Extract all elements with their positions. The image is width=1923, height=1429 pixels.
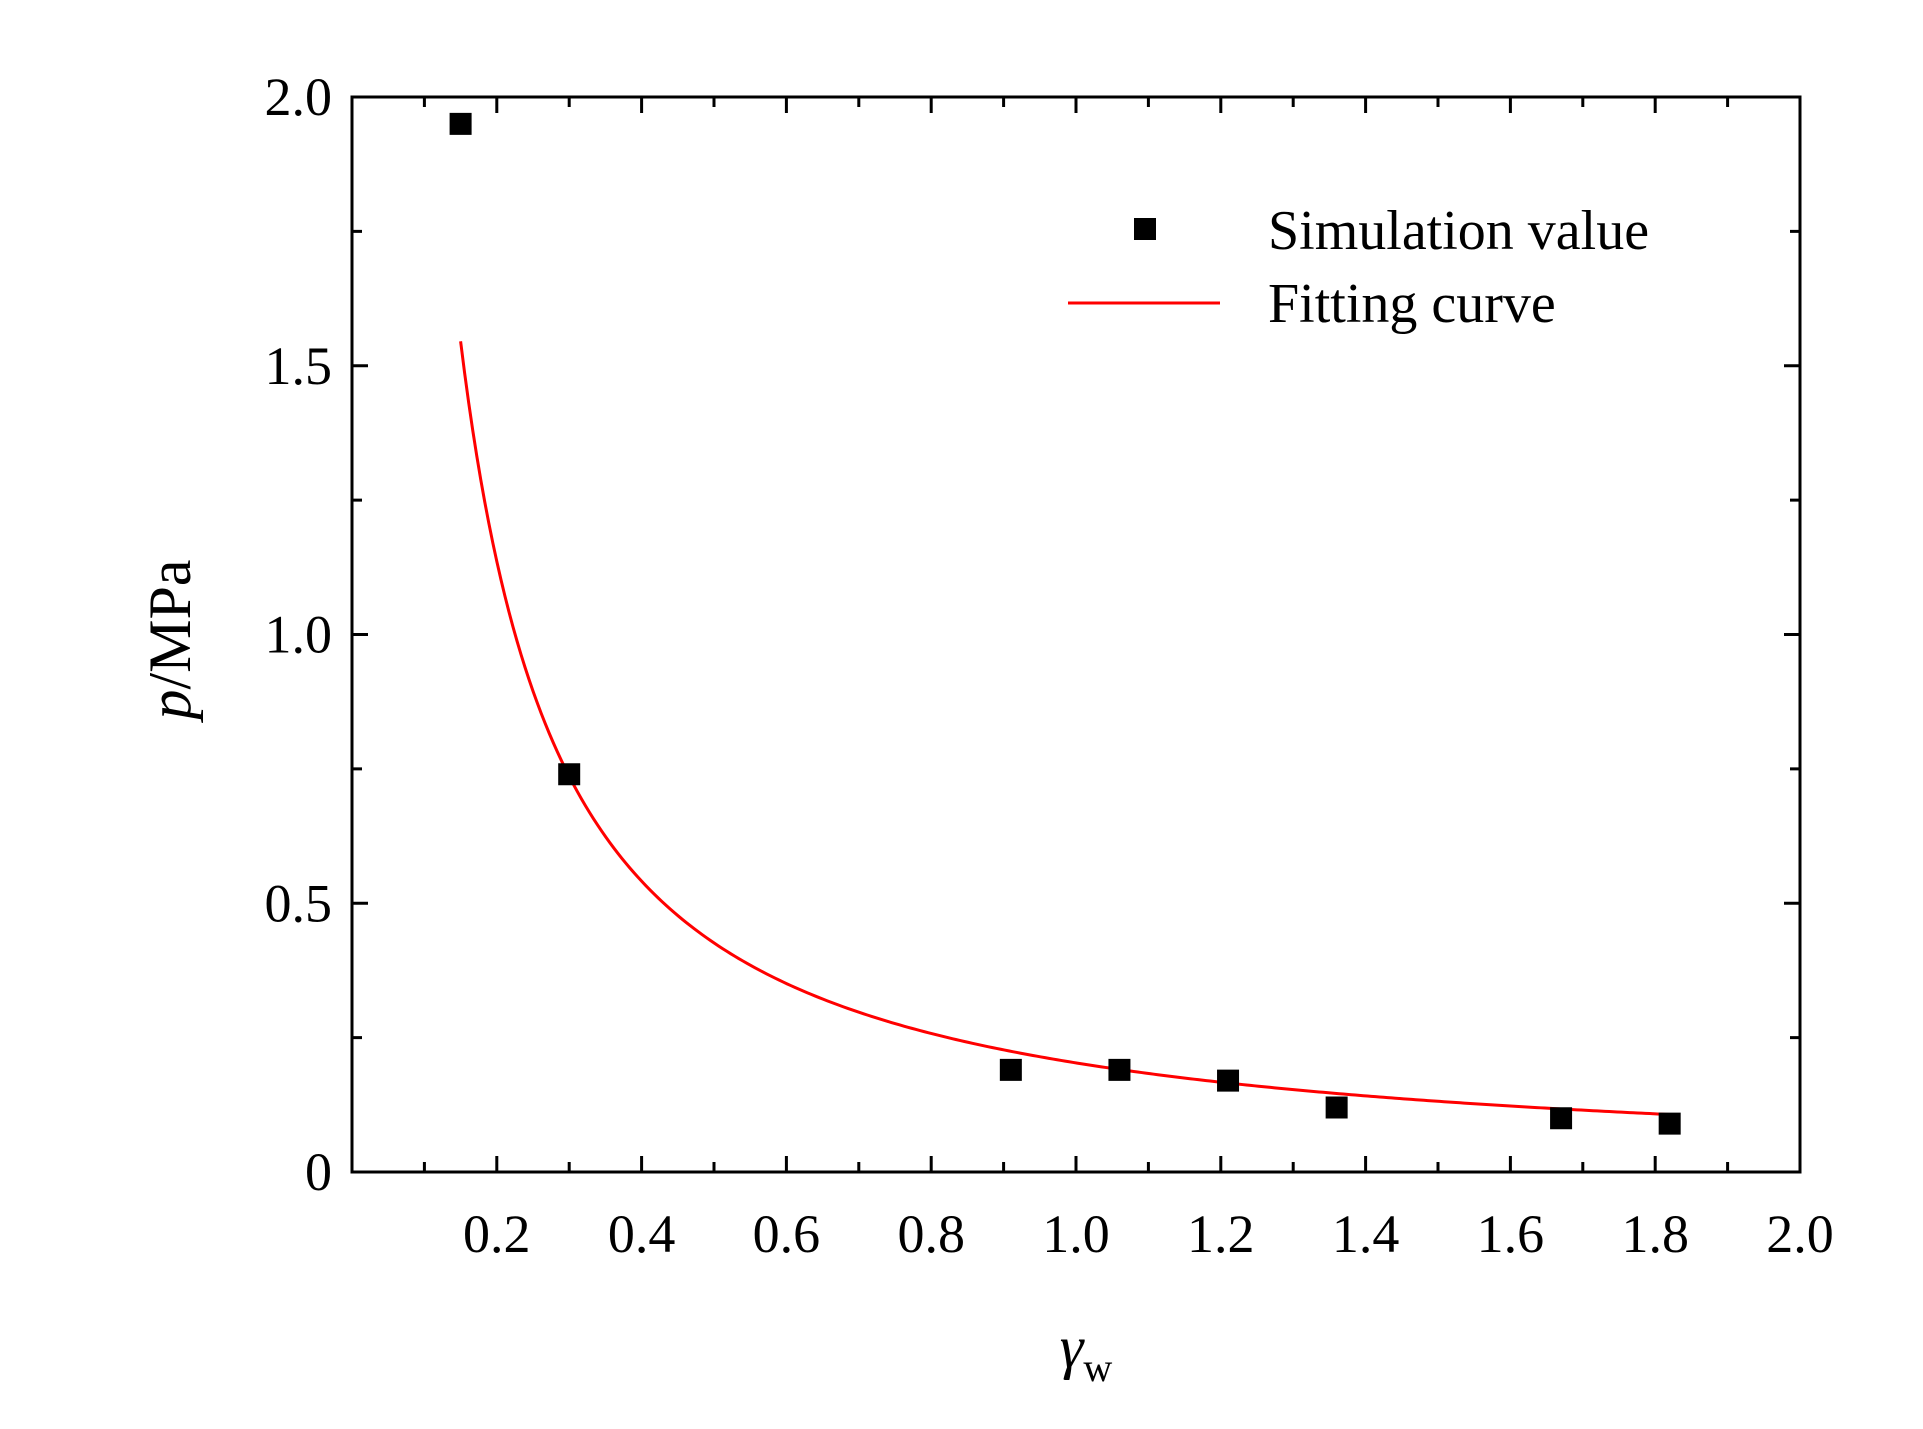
x-axis-label-subscript: w: [1083, 1345, 1112, 1390]
y-axis-label: p/MPa: [137, 559, 203, 723]
simulation-point: [1217, 1069, 1240, 1092]
y-tick-label: 1.5: [265, 336, 333, 396]
y-tick-label: 1.0: [265, 605, 333, 665]
legend-label-fitting-curve: Fitting curve: [1268, 273, 1556, 335]
plot-frame: [350, 95, 1802, 1174]
y-tick-label: 2.0: [265, 67, 333, 127]
x-axis-label-main: γ: [1060, 1314, 1085, 1380]
simulation-point: [999, 1058, 1022, 1081]
x-tick-labels: 0.2 0.4 0.6 0.8 1.0 1.2 1.4 1.6 1.8 2.0: [463, 1204, 1834, 1264]
x-tick-label: 0.6: [753, 1204, 821, 1264]
legend: Simulation value Fitting curve: [1068, 200, 1649, 335]
x-tick-label: 0.2: [463, 1204, 531, 1264]
ticks-layer: [352, 97, 1800, 1172]
simulation-point: [1325, 1096, 1348, 1119]
x-tick-label: 0.8: [897, 1204, 965, 1264]
x-tick-label: 1.0: [1042, 1204, 1110, 1264]
x-tick-label: 1.2: [1187, 1204, 1255, 1264]
legend-label-simulation-value: Simulation value: [1268, 200, 1649, 262]
y-tick-labels: 0 0.5 1.0 1.5 2.0: [265, 67, 333, 1202]
y-axis-label-rest: /MPa: [137, 559, 203, 689]
legend-marker-simulation-value: [1134, 218, 1156, 240]
y-tick-label: 0: [305, 1142, 332, 1202]
x-tick-label: 1.4: [1332, 1204, 1400, 1264]
fitting-curve-layer: [459, 341, 1670, 1117]
y-tick-label: 0.5: [265, 873, 333, 933]
simulation-point: [449, 112, 472, 135]
x-tick-label: 1.8: [1621, 1204, 1689, 1264]
simulation-point: [558, 763, 581, 786]
x-tick-label: 0.4: [608, 1204, 676, 1264]
simulation-point: [1550, 1107, 1573, 1130]
points-layer: [449, 112, 1681, 1135]
simulation-point: [1108, 1058, 1131, 1081]
x-axis-label: γw: [1060, 1314, 1113, 1390]
x-tick-label: 2.0: [1766, 1204, 1834, 1264]
fitting-curve: [459, 341, 1670, 1117]
x-tick-label: 1.6: [1477, 1204, 1545, 1264]
simulation-point: [1658, 1112, 1681, 1135]
y-axis-label-italic: p: [137, 690, 203, 724]
